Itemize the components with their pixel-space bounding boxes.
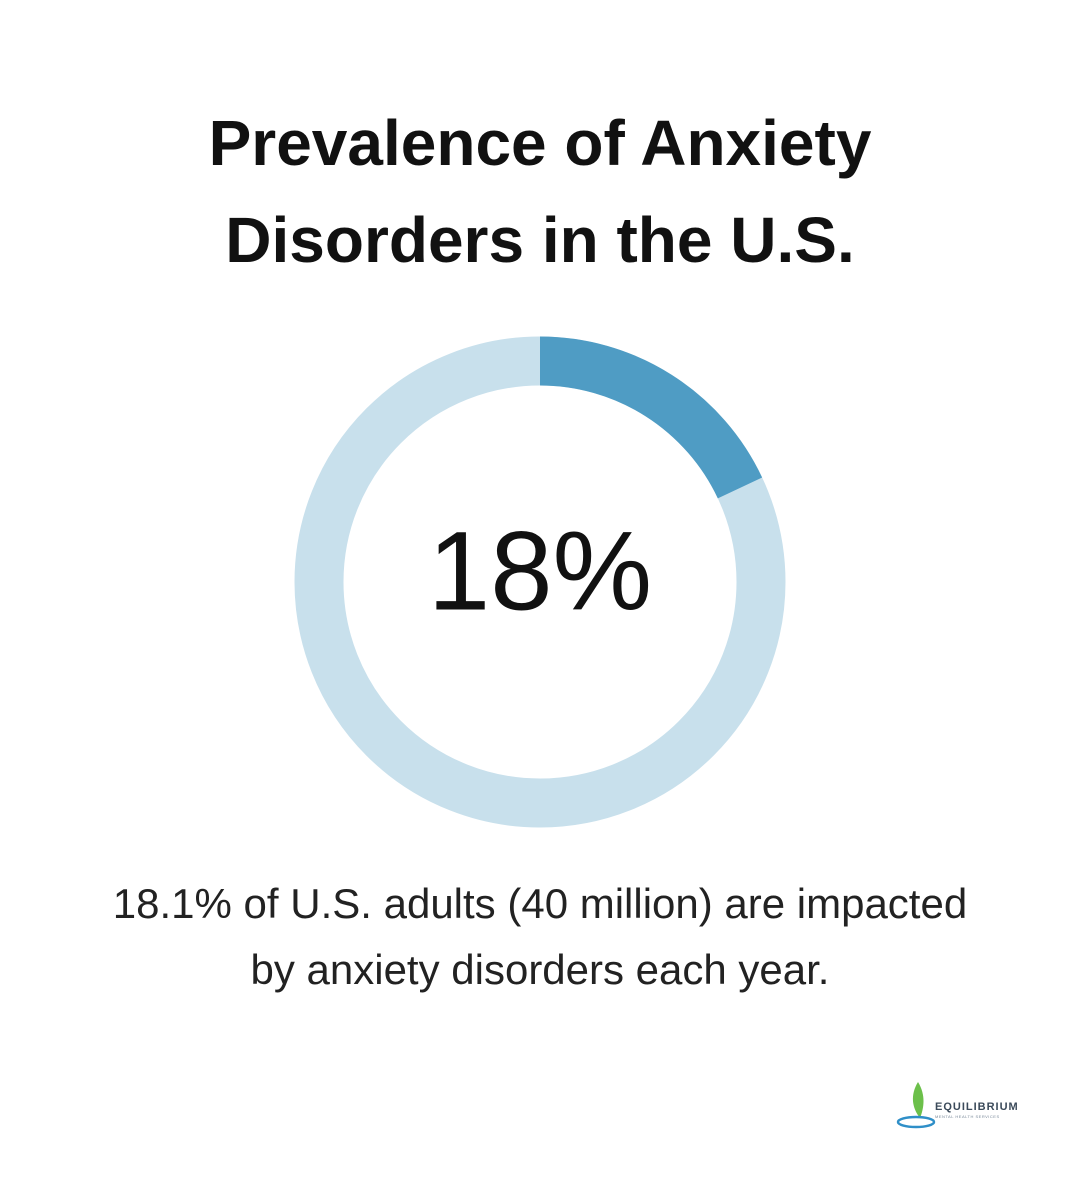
- logo-ripple: [896, 1115, 936, 1129]
- description-line: 18.1% of U.S. adults (40 million) are im…: [112, 880, 968, 927]
- chart-title: Prevalence of Anxiety Disorders in the U…: [208, 107, 872, 276]
- logo-leaf: [912, 1082, 924, 1118]
- logo-name: EQUILIBRIUM: [935, 1101, 1019, 1113]
- donut: 18%: [294, 336, 786, 828]
- logo-tagline: MENTAL HEALTH SERVICES: [935, 1114, 1000, 1119]
- center-label: 18%: [428, 509, 652, 634]
- description-line: by anxiety disorders each year.: [250, 946, 830, 993]
- logo: EQUILIBRIUM MENTAL HEALTH SERVICES: [896, 1082, 1019, 1129]
- donut-segment: [539, 336, 763, 499]
